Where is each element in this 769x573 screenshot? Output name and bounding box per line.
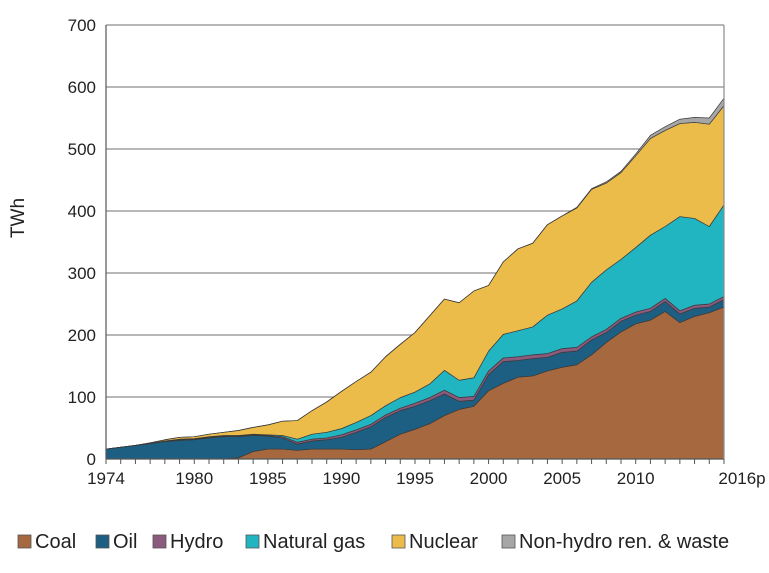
- y-tick-label: 300: [68, 264, 96, 283]
- y-tick-label: 400: [68, 202, 96, 221]
- y-tick-label: 600: [68, 78, 96, 97]
- legend-item-non-hydro-ren-waste: Non-hydro ren. & waste: [501, 531, 729, 553]
- legend-label: Nuclear: [409, 531, 478, 553]
- y-tick-label: 100: [68, 388, 96, 407]
- legend-item-hydro: Hydro: [152, 531, 223, 553]
- legend-item-nuclear: Nuclear: [391, 531, 478, 553]
- y-tick-label: 0: [87, 450, 96, 469]
- legend: Coal Oil Hydro Natural gas Nuclear Non-hydro …: [17, 531, 729, 553]
- y-tick-label: 500: [68, 140, 96, 159]
- legend-label: Natural gas: [263, 531, 365, 553]
- legend-label: Coal: [35, 531, 76, 553]
- y-tick-label: 700: [68, 16, 96, 35]
- legend-label: Oil: [113, 531, 137, 553]
- x-tick-label: 1974: [87, 469, 125, 488]
- x-tick-label: 1980: [175, 469, 213, 488]
- legend-item-coal: Coal: [17, 531, 76, 553]
- x-tick-labels: 1974 1980 1985 1990 1995 2000 2005 2010 2016p: [87, 469, 766, 488]
- x-tick-label: 1995: [396, 469, 434, 488]
- x-tick-label: 2000: [470, 469, 508, 488]
- y-tick-labels: 0 100 200 300 400 500 600 700: [68, 16, 96, 469]
- x-tick-label: 2005: [543, 469, 581, 488]
- legend-swatch: [391, 534, 406, 549]
- legend-swatch: [152, 534, 167, 549]
- y-axis-label: TWh: [8, 198, 29, 238]
- x-tick-label: 2016p: [718, 469, 765, 488]
- legend-swatch: [95, 534, 110, 549]
- series-areas: [105, 97, 725, 460]
- legend-item-natural-gas: Natural gas: [245, 531, 365, 553]
- legend-label: Non-hydro ren. & waste: [519, 531, 729, 553]
- axes: [105, 25, 725, 464]
- gridlines: [106, 24, 724, 398]
- y-tick-label: 200: [68, 326, 96, 345]
- legend-swatch: [17, 534, 32, 549]
- x-tick-label: 2010: [617, 469, 655, 488]
- legend-label: Hydro: [170, 531, 223, 553]
- x-tick-label: 1985: [249, 469, 287, 488]
- legend-swatch: [501, 534, 516, 549]
- legend-item-oil: Oil: [95, 531, 137, 553]
- legend-swatch: [245, 534, 260, 549]
- x-tick-label: 1990: [323, 469, 361, 488]
